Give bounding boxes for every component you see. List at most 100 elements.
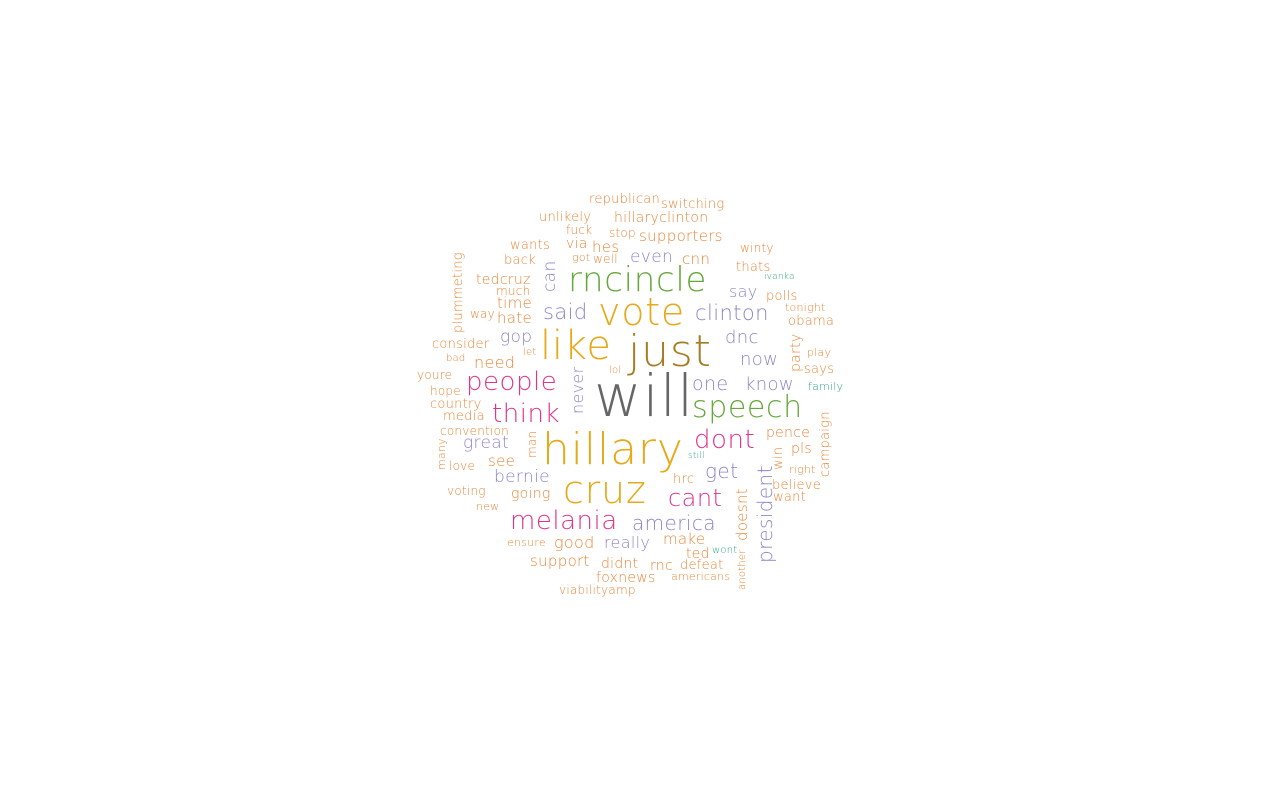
word-doesnt: doesnt <box>733 488 751 541</box>
word-get: get <box>705 459 739 483</box>
word-dnc: dnc <box>725 327 759 348</box>
word-want: want <box>773 490 806 505</box>
word-see: see <box>488 452 516 470</box>
word-consider: consider <box>432 337 490 352</box>
word-play: play <box>807 346 832 359</box>
word-let: let <box>523 347 537 358</box>
word-much: much <box>496 284 531 298</box>
word-another: another <box>737 549 748 590</box>
word-way: way <box>470 307 495 321</box>
word-tedcruz: tedcruz <box>476 272 531 288</box>
word-winty: winty <box>740 241 774 255</box>
word-support: support <box>530 552 590 570</box>
word-rncincle: rncincle <box>568 260 708 300</box>
word-fuck: fuck <box>566 223 593 237</box>
word-bad: bad <box>446 353 466 364</box>
word-foxnews: foxnews <box>596 570 656 586</box>
word-republican: republican <box>589 192 660 207</box>
word-thats: thats <box>736 260 771 275</box>
word-say: say <box>729 282 758 301</box>
word-ensure: ensure <box>507 536 546 549</box>
word-lol: lol <box>609 365 622 376</box>
word-viabilityamp: viabilityamp <box>559 583 636 597</box>
word-plummeting: plummeting <box>451 252 466 333</box>
word-people: people <box>466 367 558 397</box>
word-just: just <box>628 326 712 377</box>
word-think: think <box>492 399 561 429</box>
word-via: via <box>566 236 588 252</box>
word-great: great <box>463 433 510 453</box>
word-can: can <box>540 260 560 292</box>
word-believe: believe <box>772 478 821 493</box>
word-america: america <box>632 511 716 535</box>
word-hillaryclinton: hillaryclinton <box>614 210 709 226</box>
word-cruz: cruz <box>563 468 647 512</box>
word-media: media <box>443 409 485 424</box>
word-polls: polls <box>766 289 798 304</box>
word-clinton: clinton <box>695 301 769 325</box>
word-dont: dont <box>694 425 756 455</box>
word-hate: hate <box>497 309 533 327</box>
word-right: right <box>789 463 816 476</box>
word-know: know <box>745 374 795 395</box>
word-well: well <box>593 252 618 266</box>
word-speech: speech <box>692 390 803 425</box>
word-party: party <box>788 333 804 372</box>
word-need: need <box>474 353 516 372</box>
word-wants: wants <box>510 238 551 253</box>
word-never: never <box>568 366 587 414</box>
word-hope: hope <box>430 384 461 398</box>
word-supporters: supporters <box>639 227 723 245</box>
word-like: like <box>540 323 612 369</box>
word-pence: pence <box>766 425 811 441</box>
word-love: love <box>449 459 476 473</box>
word-switching: switching <box>661 197 725 212</box>
word-voting: voting <box>447 484 486 498</box>
word-got: got <box>572 251 591 264</box>
word-convention: convention <box>440 424 510 438</box>
word-defeat: defeat <box>680 558 724 573</box>
word-rnc: rnc <box>650 558 673 574</box>
word-stop: stop <box>609 226 636 240</box>
word-still: still <box>688 451 705 461</box>
word-pls: pls <box>791 441 812 457</box>
word-family: family <box>808 380 844 393</box>
word-time: time <box>497 294 533 312</box>
word-will: will <box>594 362 695 430</box>
word-make: make <box>663 530 706 548</box>
word-ted: ted <box>686 546 710 562</box>
word-new: new <box>476 500 500 513</box>
word-didnt: didnt <box>601 556 639 572</box>
word-tonight: tonight <box>785 301 826 314</box>
word-win: win <box>771 446 786 470</box>
word-hillary: hillary <box>542 424 684 475</box>
word-says: says <box>804 362 835 377</box>
word-youre: youre <box>417 368 453 382</box>
word-country: country <box>430 397 482 412</box>
word-now: now <box>740 349 779 370</box>
word-wont: wont <box>712 545 738 556</box>
word-obama: obama <box>788 314 835 329</box>
word-gop: gop <box>500 327 533 347</box>
word-ivanka: ivanka <box>764 272 795 282</box>
word-man: man <box>525 430 539 458</box>
word-melania: melania <box>510 506 618 536</box>
word-really: really <box>604 533 651 552</box>
word-said: said <box>543 300 588 324</box>
word-many: many <box>435 438 448 470</box>
word-cnn: cnn <box>682 250 711 268</box>
word-campaign: campaign <box>818 411 833 477</box>
word-vote: vote <box>598 290 686 334</box>
word-cant: cant <box>668 484 723 512</box>
word-one: one <box>692 373 729 395</box>
word-going: going <box>511 486 551 502</box>
word-even: even <box>630 247 674 267</box>
word-good: good <box>554 533 595 552</box>
word-americans: americans <box>671 570 731 583</box>
word-hes: hes <box>592 238 620 256</box>
word-hrc: hrc <box>673 472 695 487</box>
word-back: back <box>504 253 536 268</box>
word-bernie: bernie <box>494 467 550 487</box>
word-unlikely: unlikely <box>539 210 592 225</box>
